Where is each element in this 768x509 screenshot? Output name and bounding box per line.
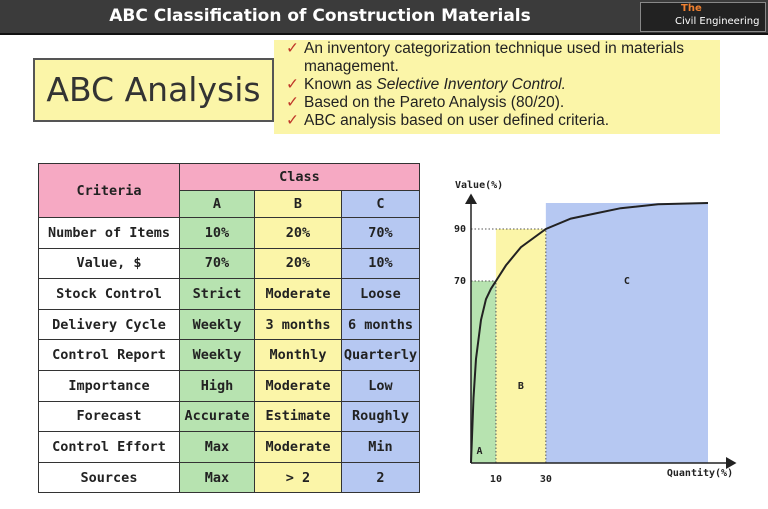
y-axis-label: Value(%) — [455, 180, 503, 191]
header-cell: Class — [179, 163, 420, 191]
class-cell: Accurate — [179, 400, 255, 433]
bullet: Based on the Pareto Analysis (80/20). — [274, 94, 720, 112]
class-cell: Loose — [341, 278, 420, 310]
region — [545, 203, 708, 463]
class-cell: 20% — [254, 217, 342, 249]
class-cell: 20% — [254, 247, 342, 280]
bullet: Known as Selective Inventory Control. — [274, 76, 720, 94]
title-bar: ABC Classification of Construction Mater… — [0, 0, 768, 35]
page-title: ABC Classification of Construction Mater… — [109, 6, 531, 26]
header-cell: Criteria — [38, 163, 180, 218]
criteria-cell: Control Report — [38, 339, 180, 371]
x-axis-label: Quantity(%) — [667, 467, 733, 479]
class-cell: Max — [179, 431, 255, 463]
x-tick-label: 30 — [540, 474, 552, 485]
class-cell: 70% — [179, 247, 255, 280]
y-tick-label: 70 — [454, 276, 466, 287]
criteria-cell: Forecast — [38, 400, 180, 433]
heading: ABC Analysis — [33, 58, 274, 122]
class-cell: Strict — [179, 278, 255, 310]
bullet: An inventory categorization technique us… — [274, 40, 720, 76]
pareto-chart: A B C 70 90 10 30 Value(%) Quantity(%) — [454, 180, 737, 485]
class-cell: Estimate — [254, 400, 342, 433]
bullet-emphasis: Selective Inventory Control. — [376, 76, 566, 93]
class-header: A — [179, 190, 255, 218]
bullet: ABC analysis based on user defined crite… — [274, 112, 720, 130]
region-label: C — [624, 276, 630, 287]
bullet-text: Based on the Pareto Analysis (80/20). — [304, 94, 565, 111]
y-tick-label: 90 — [454, 224, 466, 235]
class-cell: 2 — [341, 461, 420, 494]
class-cell: Min — [341, 431, 420, 463]
class-cell: 3 months — [254, 308, 342, 341]
region-label: A — [476, 446, 482, 457]
class-cell: Quarterly — [341, 339, 420, 371]
class-cell: 6 months — [341, 308, 420, 341]
bullet-text: Known as — [304, 76, 377, 93]
class-cell: Weekly — [179, 339, 255, 371]
class-cell: > 2 — [254, 461, 342, 494]
class-cell: Low — [341, 369, 420, 402]
criteria-cell: Delivery Cycle — [38, 308, 180, 341]
bullet-text: An inventory categorization technique us… — [304, 40, 684, 75]
region-label: B — [518, 381, 524, 392]
class-cell: High — [179, 369, 255, 402]
class-cell: Weekly — [179, 308, 255, 341]
criteria-cell: Value, $ — [38, 247, 180, 280]
criteria-cell: Importance — [38, 369, 180, 402]
table-row: Forecast Accurate Estimate Roughly — [38, 400, 420, 433]
class-cell: Max — [179, 461, 255, 494]
logo-bottom: Civil Engineering — [675, 16, 760, 27]
logo-top: The — [681, 3, 702, 14]
class-cell: 10% — [179, 217, 255, 249]
class-cell: Moderate — [254, 431, 342, 463]
bullet-text: ABC analysis based on user defined crite… — [304, 112, 609, 129]
criteria-cell: Stock Control — [38, 278, 180, 310]
class-header: C — [341, 190, 420, 218]
table-row: Control Report Weekly Monthly Quarterly — [38, 339, 420, 371]
criteria-cell: Sources — [38, 461, 180, 494]
criteria-cell: Control Effort — [38, 431, 180, 463]
class-cell: Roughly — [341, 400, 420, 433]
criteria-cell: Number of Items — [38, 217, 180, 249]
table-row: Control Effort Max Moderate Min — [38, 431, 420, 463]
class-header: B — [254, 190, 342, 218]
x-tick-label: 10 — [490, 474, 502, 485]
table-row: Stock Control Strict Moderate Loose — [38, 278, 420, 310]
class-cell: Moderate — [254, 369, 342, 402]
region — [495, 229, 546, 463]
class-cell: Monthly — [254, 339, 342, 371]
curve — [470, 202, 709, 464]
class-cell: Moderate — [254, 278, 342, 310]
table-row: Value, $70% 20% 10% — [38, 247, 420, 280]
class-cell: 10% — [341, 247, 420, 280]
bullet-list: An inventory categorization technique us… — [274, 40, 720, 134]
table-row: Delivery Cycle Weekly 3 months 6 months — [38, 308, 420, 341]
table-row: Number of Items 10% 20% 70% — [38, 217, 420, 249]
logo: The Civil Engineering — [640, 2, 766, 32]
class-cell: 70% — [341, 217, 420, 249]
table-row: Importance High Moderate Low — [38, 369, 420, 402]
